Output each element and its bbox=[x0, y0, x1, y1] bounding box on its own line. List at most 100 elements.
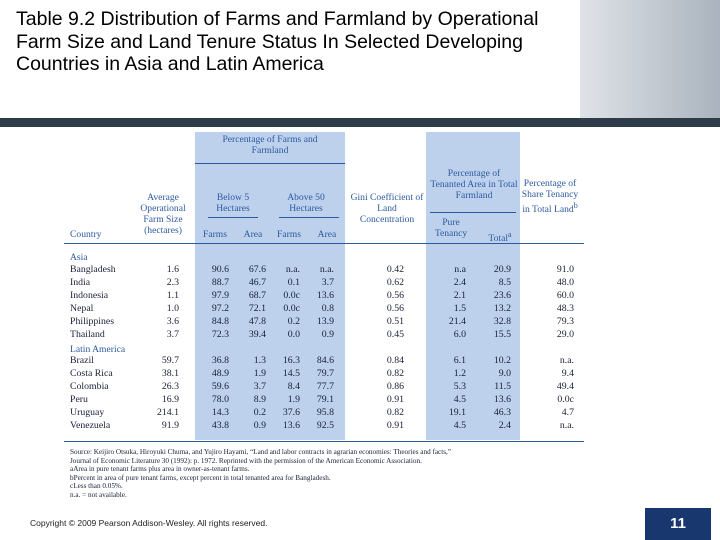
page-number: 11 bbox=[645, 508, 711, 540]
table-cell: 1.9 bbox=[287, 393, 300, 405]
country-name: Costa Rica bbox=[70, 367, 113, 379]
table-cell: 49.4 bbox=[556, 380, 574, 392]
table-cell: 46.7 bbox=[248, 276, 266, 288]
note-source-2: Journal of Economic Literature 30 (1992)… bbox=[70, 456, 422, 465]
table-cell: n.a bbox=[454, 264, 466, 275]
table-cell: 3.6 bbox=[166, 315, 179, 327]
table-cell: 11.5 bbox=[494, 380, 511, 392]
country-name: Indonesia bbox=[70, 289, 109, 301]
table-cell: 72.3 bbox=[211, 328, 229, 340]
table-cell: 20.9 bbox=[493, 264, 511, 275]
shade-farm-pct bbox=[195, 132, 345, 440]
table-cell: 2.4 bbox=[453, 276, 466, 288]
table-cell: 79.7 bbox=[316, 367, 334, 379]
country-name: Bangladesh bbox=[70, 264, 116, 275]
table-cell: 0.2 bbox=[287, 315, 300, 327]
header-rule-mid-3 bbox=[430, 212, 516, 213]
table-cell: 14.3 bbox=[211, 406, 229, 418]
table-cell: 8.5 bbox=[498, 276, 511, 288]
table-cell: 29.0 bbox=[556, 328, 574, 340]
table-cell: 23.6 bbox=[493, 289, 511, 301]
table-cell: 1.5 bbox=[453, 302, 466, 314]
table-cell: 59.6 bbox=[211, 380, 229, 392]
table-cell: 0.0c bbox=[557, 393, 574, 405]
country-name: Peru bbox=[70, 393, 88, 405]
table-cell: 0.9 bbox=[253, 419, 266, 431]
table-cell: 0.62 bbox=[386, 276, 404, 288]
sub-pure-tenancy: Pure Tenancy bbox=[434, 217, 468, 239]
header-share-tenancy: Percentage of Share Tenancy in Total Lan… bbox=[521, 178, 579, 216]
table-cell: 59.7 bbox=[161, 355, 179, 366]
sub-total: Totala bbox=[488, 230, 512, 245]
table-cell: 97.2 bbox=[211, 302, 229, 314]
table-cell: 0.0 bbox=[287, 328, 300, 340]
table-cell: 32.8 bbox=[493, 315, 511, 327]
table-cell: 79.3 bbox=[556, 315, 574, 327]
table-cell: 0.1 bbox=[287, 276, 300, 288]
table-cell: 60.0 bbox=[556, 289, 574, 301]
table-cell: 84.6 bbox=[316, 355, 334, 366]
table-cell: 2.4 bbox=[498, 419, 511, 431]
table-cell: 0.8 bbox=[321, 302, 334, 314]
table-cell: 68.7 bbox=[248, 289, 266, 301]
table-cell: 0.91 bbox=[386, 393, 404, 405]
table-cell: 16.3 bbox=[282, 355, 300, 366]
header-gini: Gini Coefficient of Land Concentration bbox=[350, 192, 424, 225]
copyright: Copyright © 2009 Pearson Addison-Wesley.… bbox=[30, 518, 268, 528]
table-cell: 46.3 bbox=[493, 406, 511, 418]
table-cell: 97.9 bbox=[211, 289, 229, 301]
table-cell: 0.51 bbox=[386, 315, 404, 327]
table-cell: 0.2 bbox=[253, 406, 266, 418]
table-cell: 9.4 bbox=[561, 367, 574, 379]
country-name: Uruguay bbox=[70, 406, 105, 418]
table-cell: 13.9 bbox=[316, 315, 334, 327]
table-cell: 84.8 bbox=[211, 315, 229, 327]
table-cell: 0.0c bbox=[283, 302, 300, 314]
table-cell: n.a. bbox=[559, 419, 574, 431]
region-latin-america: Latin America bbox=[70, 344, 126, 355]
table-cell: n.a. bbox=[559, 355, 574, 366]
header-below5: Below 5 Hectares bbox=[216, 192, 250, 214]
table-cell: 26.3 bbox=[161, 380, 179, 392]
table-cell: 43.8 bbox=[211, 419, 229, 431]
table-cell: 6.0 bbox=[453, 328, 466, 340]
note-b: bPercent in area of pure tenant farms, e… bbox=[70, 473, 331, 482]
table-cell: 0.42 bbox=[386, 264, 404, 275]
table-cell: 13.6 bbox=[282, 419, 300, 431]
table-cell: 0.45 bbox=[386, 328, 404, 340]
table-cell: 19.1 bbox=[448, 406, 466, 418]
region-asia: Asia bbox=[70, 252, 88, 263]
table-cell: 13.6 bbox=[493, 393, 511, 405]
table-cell: 8.4 bbox=[287, 380, 300, 392]
table-cell: 48.0 bbox=[556, 276, 574, 288]
table-cell: 95.8 bbox=[316, 406, 334, 418]
table-cell: 0.56 bbox=[386, 289, 404, 301]
note-a: aArea in pure tenant farms plus area in … bbox=[70, 465, 250, 474]
table-cell: 9.0 bbox=[498, 367, 511, 379]
table-cell: 2.1 bbox=[453, 289, 466, 301]
title-band-gradient bbox=[580, 0, 720, 118]
table-cell: 91.0 bbox=[556, 264, 574, 275]
table-cell: 0.9 bbox=[321, 328, 334, 340]
table-cell: 0.82 bbox=[386, 406, 404, 418]
note-na: n.a. = not available. bbox=[70, 490, 127, 499]
header-above50: Above 50 Hectares bbox=[287, 192, 325, 214]
table-notes: Source: Keijiro Otsuka, Hiroyuki Chuma, … bbox=[70, 448, 580, 500]
table-cell: 48.3 bbox=[556, 302, 574, 314]
table-cell: 15.5 bbox=[493, 328, 511, 340]
country-name: Colombia bbox=[70, 380, 109, 392]
table-cell: n.a. bbox=[319, 264, 334, 275]
header-rule-mid-1 bbox=[208, 217, 258, 218]
header-tenanted: Percentage of Tenanted Area in Total Far… bbox=[430, 168, 518, 201]
table-cell: 0.56 bbox=[386, 302, 404, 314]
note-source-1: Source: Keijiro Otsuka, Hiroyuki Chuma, … bbox=[70, 448, 452, 456]
table-cell: 214.1 bbox=[156, 406, 179, 418]
header-country: Country bbox=[70, 229, 102, 240]
header-rule-top bbox=[195, 163, 345, 164]
sub-farms-below5: Farms bbox=[203, 229, 227, 240]
table-cell: 90.6 bbox=[211, 264, 229, 275]
table-cell: 3.7 bbox=[253, 380, 266, 392]
country-name: India bbox=[70, 276, 91, 288]
note-c: cLess than 0.05%. bbox=[70, 482, 123, 491]
slide-title: Table 9.2 Distribution of Farms and Farm… bbox=[16, 8, 539, 75]
